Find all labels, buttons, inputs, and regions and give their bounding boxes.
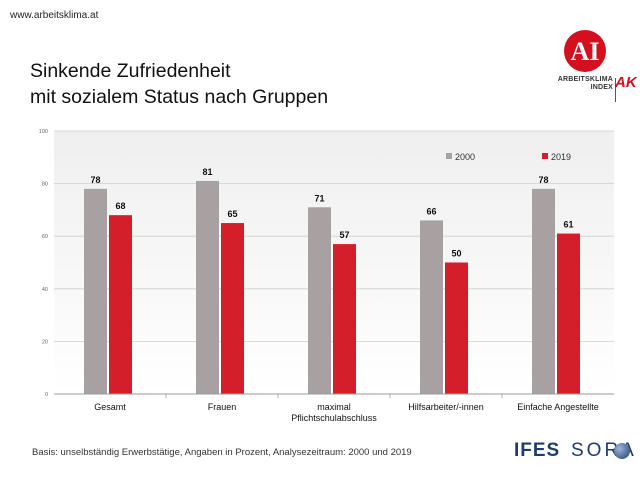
bar-2019 — [109, 215, 132, 394]
bar-2019 — [445, 262, 468, 394]
legend-swatch-2000 — [446, 153, 452, 159]
bar-2000 — [84, 188, 107, 394]
x-tick-label: Hilfsarbeiter/-innen — [408, 402, 484, 412]
x-tick-label: maximal — [317, 402, 351, 412]
data-label: 81 — [202, 167, 212, 177]
data-label: 61 — [563, 220, 573, 230]
data-label: 50 — [451, 249, 461, 259]
legend-swatch-2019 — [542, 153, 548, 159]
data-label: 66 — [426, 206, 436, 216]
website-url: www.arbeitsklima.at — [10, 10, 99, 21]
data-label: 68 — [115, 201, 125, 211]
data-label: 71 — [314, 193, 324, 203]
bar-2019 — [221, 223, 244, 394]
logo-text: ARBEITSKLIMA INDEX — [537, 76, 613, 92]
y-tick-label: 0 — [45, 392, 48, 398]
logo-monogram: AI — [571, 37, 600, 66]
legend-label: 2019 — [551, 152, 571, 162]
bar-2000 — [308, 207, 331, 394]
ifes-logo: IFES — [514, 440, 561, 461]
data-label: 65 — [227, 209, 237, 219]
x-tick-label: Pflichtschulabschluss — [291, 413, 377, 423]
bar-2019 — [333, 244, 356, 394]
y-tick-label: 80 — [42, 182, 48, 188]
logo-divider — [615, 78, 616, 102]
y-tick-label: 20 — [42, 339, 48, 345]
page-title: Sinkende Zufriedenheit mit sozialem Stat… — [30, 58, 328, 110]
x-tick-label: Frauen — [208, 402, 237, 412]
bar-2000 — [196, 180, 219, 394]
legend-label: 2000 — [455, 152, 475, 162]
logo-text-line-1: ARBEITSKLIMA — [557, 76, 613, 83]
data-label: 78 — [90, 175, 100, 185]
ak-logo: AK — [615, 74, 637, 91]
footnote: Basis: unselbständig Erwerbstätige, Anga… — [32, 447, 412, 458]
ai-monogram-icon: AI — [564, 30, 606, 72]
arbeitsklima-index-logo: AI ARBEITSKLIMA INDEX AK — [537, 28, 637, 104]
title-line-1: Sinkende Zufriedenheit — [30, 60, 231, 82]
bars — [84, 180, 580, 394]
x-tick-label: Einfache Angestellte — [517, 402, 599, 412]
title-line-2: mit sozialem Status nach Gruppen — [30, 86, 329, 108]
x-axis-labels: Gesamt Frauen maximalPflichtschulabschluss… — [94, 394, 599, 423]
data-label: 57 — [339, 230, 349, 240]
bar-2000 — [420, 220, 443, 394]
y-tick-label: 40 — [42, 287, 48, 293]
data-label: 78 — [538, 175, 548, 185]
x-tick-label: Gesamt — [94, 402, 126, 412]
y-axis-ticks: 0 20 40 60 80 100 — [39, 129, 48, 398]
y-tick-label: 60 — [42, 234, 48, 240]
sora-globe-icon — [614, 443, 630, 459]
bar-2000 — [532, 188, 555, 394]
data-labels: 78 68 81 65 71 57 66 50 78 61 — [90, 167, 573, 259]
y-tick-label: 100 — [39, 129, 48, 135]
bar-2019 — [557, 233, 580, 394]
legend: 2000 2019 — [446, 152, 571, 162]
logo-text-line-2: INDEX — [590, 84, 613, 91]
